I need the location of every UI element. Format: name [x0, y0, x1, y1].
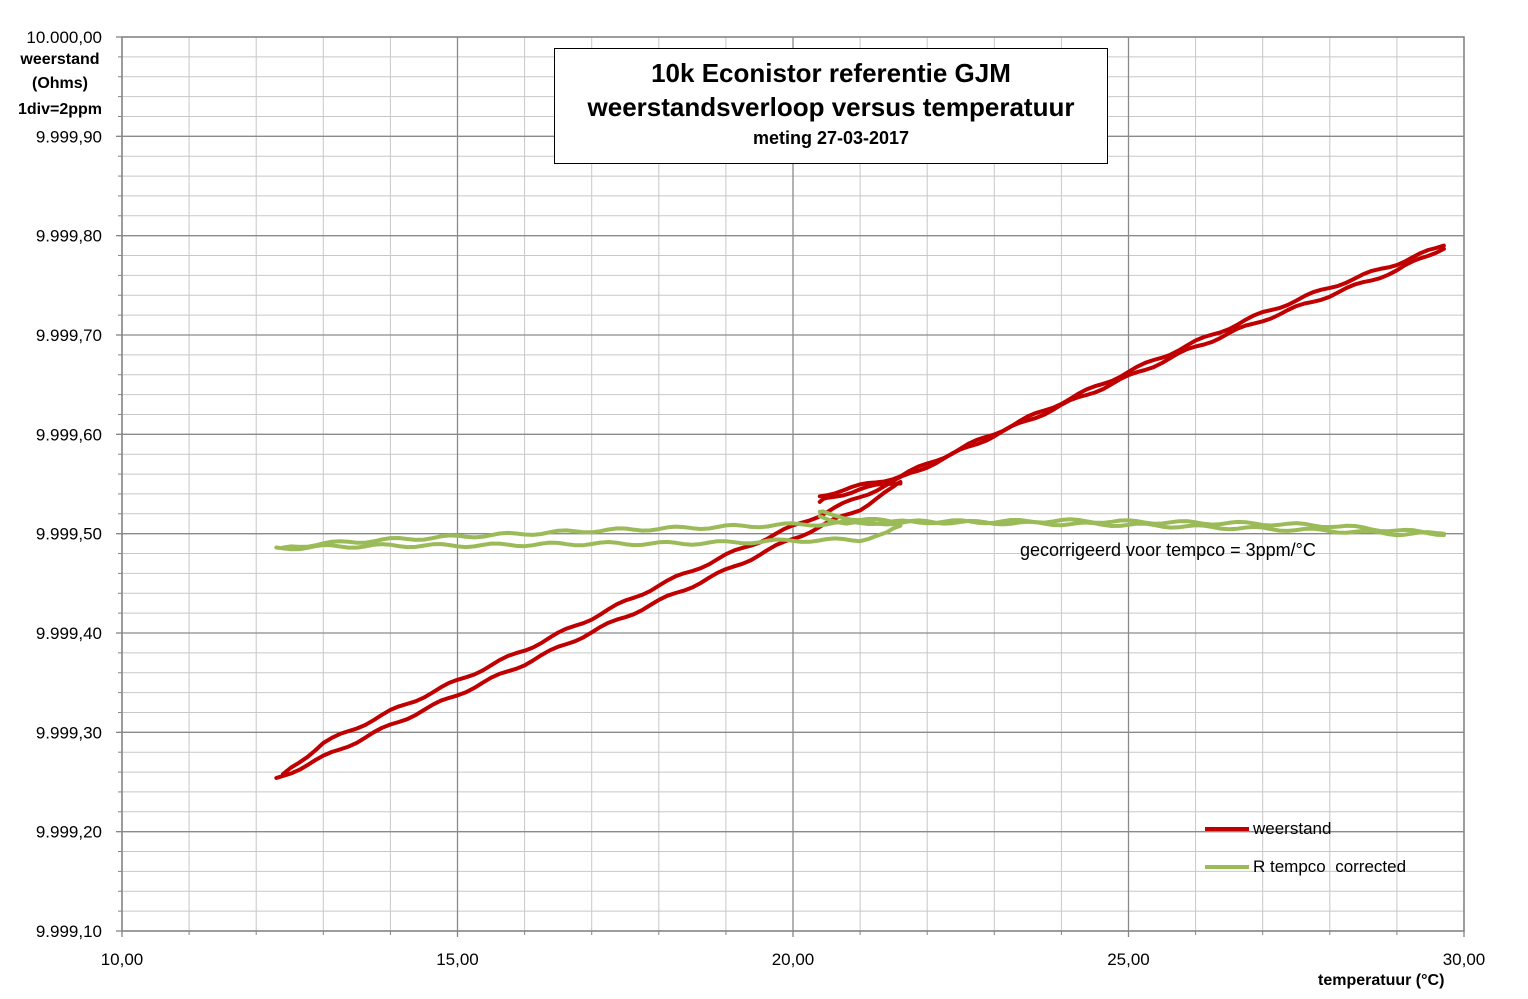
series-line-r-tempco-corrected: [817, 509, 903, 526]
x-axis-title: temperatuur (°C): [1318, 972, 1445, 989]
y-tick-label: 10.000,00: [26, 28, 102, 47]
x-tick-label: 25,00: [1107, 950, 1150, 969]
legend: weerstand R tempco corrected: [1205, 810, 1406, 886]
y-tick-label: 9.999,70: [36, 326, 102, 345]
legend-item-weerstand: weerstand: [1205, 810, 1406, 848]
y-axis-ticks: 10.000,00 9.999,90 9.999,80 9.999,70 9.999,6…: [26, 28, 122, 941]
chart-measurement-date: meting 27-03-2017: [752, 128, 910, 148]
series-layer: [274, 243, 1446, 780]
x-tick-label: 15,00: [436, 950, 479, 969]
legend-label-r-tempco-corrected: R tempco corrected: [1253, 857, 1407, 876]
legend-swatch-r-tempco-corrected: [1205, 865, 1249, 869]
y-tick-label: 9.999,30: [36, 723, 102, 742]
series-line-r-tempco-corrected: [817, 514, 1446, 538]
legend-swatch-weerstand: [1205, 827, 1249, 831]
x-axis-ticks: 10,00 15,00 20,00 25,00 30,00: [101, 931, 1486, 969]
y-axis-title-line-1: weerstand: [20, 51, 100, 68]
y-axis-title-line-3: 1div=2ppm: [17, 101, 103, 118]
x-tick-label: 10,00: [101, 950, 144, 969]
y-tick-label: 9.999,40: [36, 624, 102, 643]
y-tick-label: 9.999,20: [36, 823, 102, 842]
legend-label-weerstand: weerstand: [1253, 819, 1332, 838]
y-tick-label: 9.999,10: [36, 922, 102, 941]
series-line-r-tempco-corrected: [274, 523, 903, 552]
y-tick-label: 9.999,50: [36, 525, 102, 544]
y-tick-label: 9.999,90: [36, 127, 102, 146]
chart-title: 10k Econistor referentie GJM: [651, 58, 1011, 88]
tempco-annotation: gecorrigeerd voor tempco = 3ppm/°C: [1020, 540, 1316, 560]
y-tick-label: 9.999,60: [36, 425, 102, 444]
legend-item-r-tempco-corrected: R tempco corrected: [1205, 848, 1406, 886]
x-tick-label: 20,00: [772, 950, 815, 969]
y-axis-title-line-2: (Ohms): [32, 75, 88, 92]
series-line-weerstand: [274, 480, 903, 780]
x-tick-label: 30,00: [1443, 950, 1486, 969]
series-line-weerstand: [817, 243, 1446, 499]
series-line-r-tempco-corrected: [281, 517, 1446, 550]
series-line-weerstand: [281, 246, 1446, 777]
chart-subtitle: weerstandsverloop versus temperatuur: [587, 92, 1075, 122]
chart-title-box: 10k Econistor referentie GJM weerstandsv…: [554, 48, 1108, 164]
y-tick-label: 9.999,80: [36, 227, 102, 246]
